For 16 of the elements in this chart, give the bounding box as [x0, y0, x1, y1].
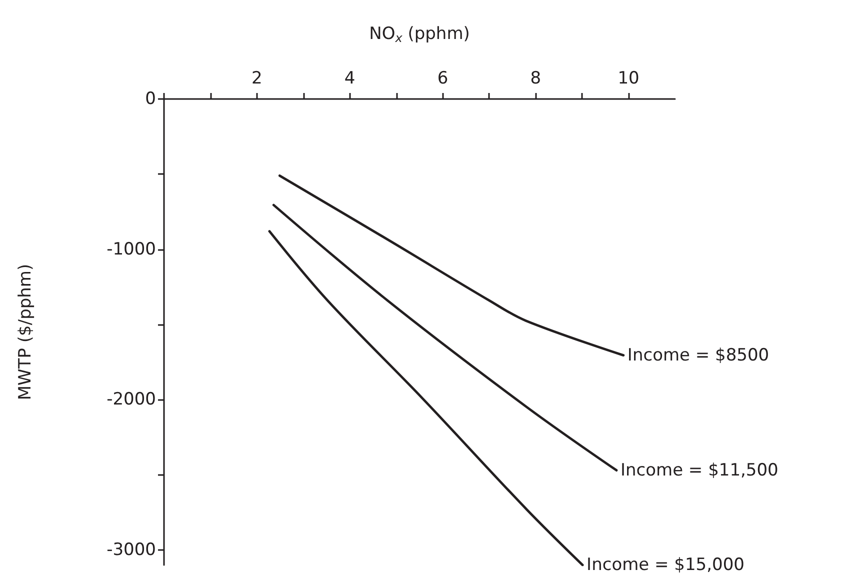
line-series [278, 174, 625, 356]
series-label: Income = $15,000 [586, 555, 744, 575]
line-series [272, 204, 618, 472]
x-tick-label: 2 [251, 68, 262, 88]
y-tick-label: -2000 [106, 390, 156, 410]
y-tick-label: -1000 [106, 239, 156, 260]
line-series [268, 230, 584, 566]
x-tick-label: 4 [344, 68, 356, 88]
x-tick-label: 10 [618, 68, 640, 88]
y-tick-label: 0 [145, 89, 156, 109]
y-tick-label: -3000 [106, 540, 156, 560]
x-tick-label: 6 [437, 68, 448, 88]
series-label: Income = $11,500 [620, 460, 778, 480]
x-tick-label: 8 [530, 68, 542, 88]
series-label: Income = $8500 [627, 345, 770, 366]
y-axis-title: MWTP ($/pphm) [16, 264, 36, 400]
